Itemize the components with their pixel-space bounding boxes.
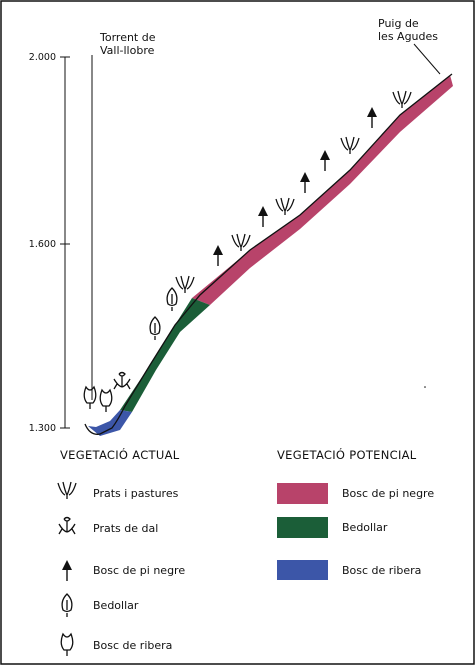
legend-icon — [61, 634, 73, 656]
icon — [100, 390, 112, 412]
legend-label: Prats de dal — [93, 522, 158, 535]
legend-label: Bosc de pi negre — [342, 487, 434, 500]
icon — [276, 198, 294, 215]
legend-label: Prats i pastures — [93, 487, 179, 500]
dot — [424, 386, 426, 388]
place-label: Vall-llobre — [100, 44, 155, 57]
legend-label: Bedollar — [93, 599, 139, 612]
place-label: Torrent de — [99, 31, 156, 44]
band-riparian — [88, 410, 132, 436]
icon — [176, 276, 194, 293]
legend-title: VEGETACIÓ ACTUAL — [60, 447, 180, 462]
legend-label: Bosc de pi negre — [93, 564, 185, 577]
icon — [341, 137, 359, 154]
legend-label: Bosc de ribera — [93, 639, 172, 652]
legend-icon — [62, 594, 72, 617]
legend-icon — [59, 518, 75, 535]
legend-icon — [62, 560, 72, 581]
leader — [414, 44, 440, 74]
icon — [114, 373, 130, 390]
legend-swatch — [277, 517, 328, 538]
place-label: les Agudes — [378, 30, 438, 43]
legend-icon — [58, 482, 76, 499]
legend-label: Bedollar — [342, 521, 388, 534]
icon — [320, 150, 330, 171]
icon — [367, 107, 377, 128]
legend-title: VEGETACIÓ POTENCIAL — [277, 447, 417, 462]
band-birch — [120, 298, 210, 412]
icon — [232, 234, 250, 251]
icon — [393, 91, 411, 108]
place-label: Puig de — [378, 17, 419, 30]
legend-label: Bosc de ribera — [342, 564, 421, 577]
icon — [150, 317, 160, 340]
band-pine — [192, 75, 453, 305]
icon — [167, 288, 177, 311]
legend-swatch — [277, 483, 328, 504]
tick-label: 2.000 — [29, 52, 56, 63]
tick-label: 1.600 — [29, 239, 56, 250]
tick-label: 1.300 — [29, 423, 56, 434]
icon — [213, 245, 223, 266]
icon — [84, 387, 96, 409]
legend-swatch — [277, 560, 328, 580]
diagram: 2.000 1.600 1.300 Torrent de Vall-llobre… — [0, 0, 475, 665]
icon — [258, 206, 268, 227]
icon — [300, 172, 310, 193]
